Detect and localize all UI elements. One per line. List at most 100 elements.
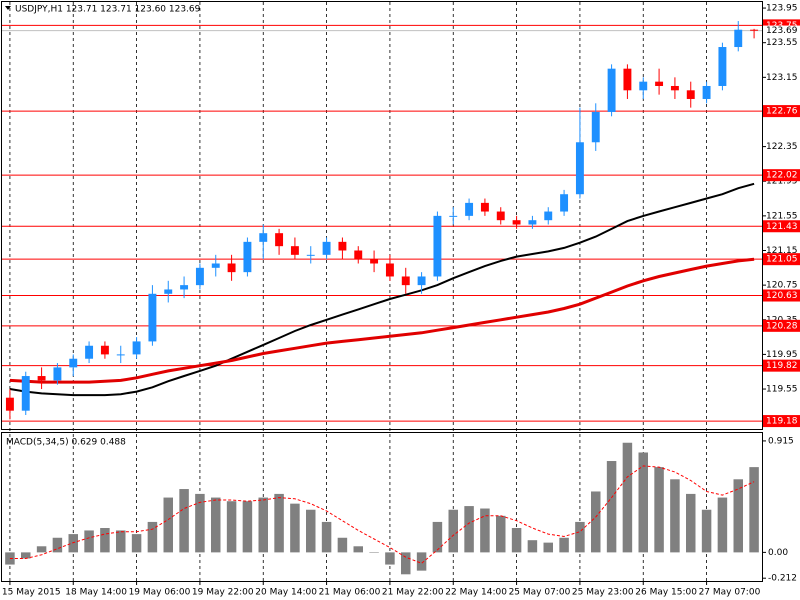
- candle-body: [449, 215, 458, 217]
- last-price-label: 123.69: [766, 26, 798, 36]
- y-tick-label: 121.55: [766, 211, 798, 221]
- candle-body: [465, 202, 474, 216]
- macd-bar: [638, 452, 648, 553]
- macd-bar: [369, 552, 379, 553]
- level-label: 121.43: [766, 222, 798, 232]
- macd-bar: [511, 528, 522, 553]
- candle-body: [116, 354, 125, 356]
- macd-bar: [622, 442, 633, 553]
- candle-body: [306, 254, 315, 256]
- macd-bar: [211, 497, 221, 553]
- candle-body: [480, 202, 489, 212]
- macd-bar: [290, 503, 300, 553]
- candle-body: [607, 68, 616, 112]
- y-tick-label: -0.212: [768, 574, 797, 584]
- candle-body: [259, 233, 268, 242]
- menu-arrow[interactable]: [5, 6, 11, 10]
- macd-bar: [591, 491, 601, 553]
- macd-bar: [36, 546, 47, 553]
- macd-bar: [401, 552, 411, 575]
- y-tick-label: 119.95: [766, 350, 798, 360]
- candle-body: [100, 345, 109, 355]
- candle-body: [227, 263, 236, 273]
- candle-body: [195, 267, 204, 286]
- macd-bar: [496, 515, 506, 553]
- macd-bar: [416, 552, 427, 571]
- macd-bar: [686, 493, 696, 553]
- macd-bar: [21, 552, 31, 559]
- candle-body: [243, 241, 252, 273]
- macd-bar: [717, 497, 728, 553]
- candle-body: [164, 289, 173, 294]
- macd-title: MACD(5,34,5) 0.629 0.488: [6, 438, 126, 448]
- candle-body: [370, 259, 379, 264]
- y-tick-label: 123.15: [766, 73, 798, 83]
- macd-bar: [274, 493, 284, 553]
- macd-panel: [1, 432, 763, 582]
- candle-body: [211, 263, 220, 268]
- macd-bar: [749, 467, 759, 553]
- y-tick-label: 120.75: [766, 281, 798, 291]
- level-label: 120.28: [766, 321, 798, 331]
- signal-line: [9, 465, 755, 564]
- macd-bar: [654, 467, 664, 553]
- macd-bar: [480, 508, 490, 553]
- macd-bar: [464, 506, 474, 553]
- candle-body: [639, 81, 648, 91]
- macd-bar: [321, 521, 332, 553]
- macd-bar: [670, 479, 680, 553]
- candle-body: [132, 341, 141, 355]
- chart-title: USDJPY,H1 123.71 123.71 123.60 123.69: [15, 5, 201, 15]
- level-label: 119.82: [766, 361, 798, 371]
- macd-bar: [226, 501, 237, 553]
- x-tick-label: 26 May 15:00: [635, 588, 697, 598]
- candle-body: [560, 194, 569, 212]
- x-tick-label: 21 May 22:00: [382, 588, 444, 598]
- candle-body: [338, 241, 347, 251]
- candle-body: [750, 29, 759, 31]
- level-tag: [763, 220, 800, 233]
- macd-bar: [163, 497, 173, 553]
- macd-bar: [432, 521, 443, 553]
- macd-bar: [306, 509, 316, 553]
- x-tick-label: 15 May 2015: [2, 588, 61, 598]
- candle-body: [496, 211, 505, 221]
- candle-body: [37, 376, 46, 381]
- candle-body: [718, 47, 727, 86]
- candle-body: [528, 220, 537, 225]
- candle-body: [85, 345, 94, 359]
- candle-body: [148, 293, 157, 342]
- y-tick-label: 123.55: [766, 38, 798, 48]
- candle-body: [69, 358, 78, 368]
- level-tag: [763, 253, 800, 266]
- candle-body: [512, 220, 521, 225]
- macd-bar: [701, 509, 712, 553]
- candle-body: [275, 233, 284, 247]
- x-tick-label: 20 May 14:00: [255, 588, 317, 598]
- macd-bar: [543, 542, 553, 553]
- level-tag: [763, 415, 800, 428]
- macd-bar: [242, 501, 253, 553]
- candle-body: [575, 142, 584, 195]
- macd-bar: [100, 528, 110, 553]
- candle-body: [686, 90, 695, 99]
- x-tick-label: 18 May 14:00: [65, 588, 127, 598]
- macd-bar: [575, 521, 585, 553]
- level-label: 122.76: [766, 107, 798, 117]
- moving-average: [9, 257, 755, 384]
- candle-body: [290, 246, 299, 255]
- candle-body: [180, 285, 189, 290]
- x-tick-label: 19 May 22:00: [192, 588, 254, 598]
- candle-body: [591, 111, 600, 143]
- candle-body: [53, 367, 62, 381]
- last-price-tag: [763, 25, 800, 36]
- candle-body: [734, 29, 743, 48]
- y-tick-label: 123.95: [766, 4, 798, 14]
- x-tick-label: 27 May 07:00: [699, 588, 761, 598]
- macd-bar: [116, 530, 126, 553]
- y-tick-label: 121.15: [766, 246, 798, 256]
- candle-body: [433, 215, 442, 277]
- macd-bar: [559, 537, 569, 553]
- macd-bar: [337, 537, 348, 553]
